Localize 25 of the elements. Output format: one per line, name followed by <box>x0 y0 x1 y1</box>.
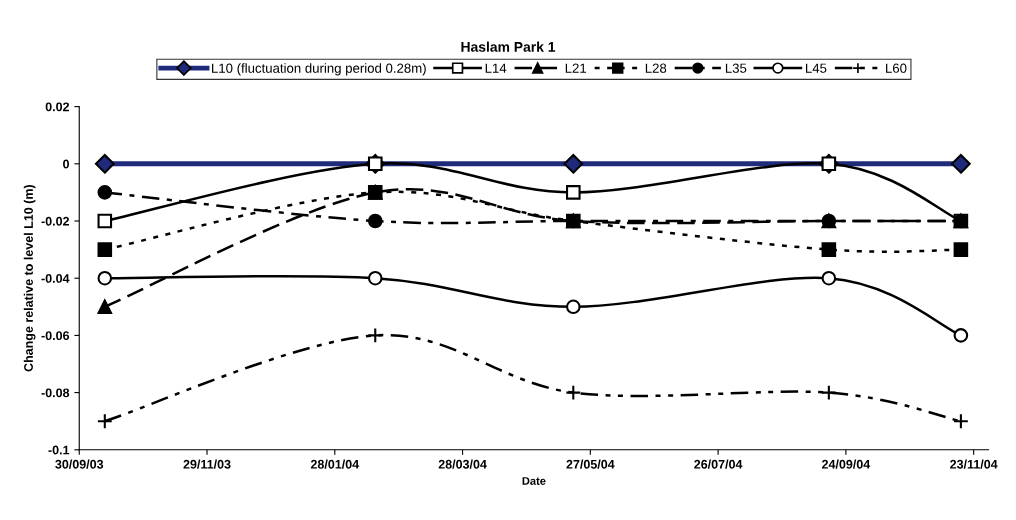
legend-label: L21 <box>565 63 587 73</box>
x-tick-label: 29/11/03 <box>183 459 231 469</box>
y-axis-title: Change relative to level L10 (m) <box>23 185 36 372</box>
legend-label: L10 (fluctuation during period 0.28m) <box>212 63 426 76</box>
y-tick-label: -0.02 <box>41 216 70 226</box>
legend-label: L28 <box>645 63 667 73</box>
y-tick-label: -0.08 <box>41 388 70 398</box>
x-axis-title: Date <box>522 477 546 485</box>
legend-label: L14 <box>485 63 507 73</box>
x-tick-label: 30/09/03 <box>55 459 104 469</box>
y-tick-label: -0.04 <box>41 274 70 283</box>
y-tick-label: 0.02 <box>45 102 70 112</box>
legend-label: L45 <box>805 63 827 73</box>
y-tick-label: 0 <box>63 159 70 169</box>
x-tick-label: 26/07/04 <box>694 459 743 469</box>
x-tick-label: 23/11/04 <box>950 459 998 469</box>
x-tick-label: 28/03/04 <box>438 459 487 469</box>
x-tick-label: 27/05/04 <box>566 459 615 469</box>
y-tick-label: -0.06 <box>41 331 70 341</box>
x-tick-label: 28/01/04 <box>310 459 360 469</box>
legend-label: L35 <box>725 63 747 73</box>
x-tick-label: 24/09/04 <box>822 459 871 469</box>
y-tick-label: -0.1 <box>48 445 70 455</box>
chart-title: Haslam Park 1 <box>461 41 556 52</box>
legend-label: L60 <box>886 63 907 73</box>
